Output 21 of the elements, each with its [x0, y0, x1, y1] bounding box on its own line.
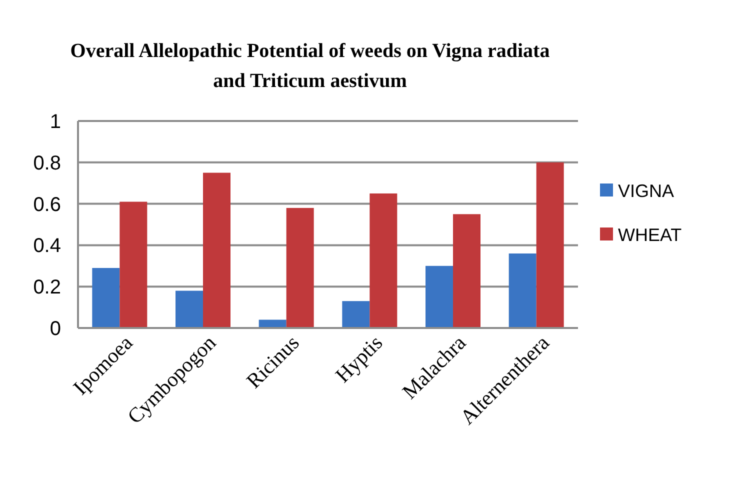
- bar: [258, 320, 286, 328]
- bar: [508, 253, 536, 328]
- y-tick-label: 1: [50, 111, 61, 133]
- legend-label: VIGNA: [618, 180, 674, 201]
- bar: [536, 162, 564, 328]
- bar: [176, 290, 203, 328]
- y-tick-label: 0.2: [33, 276, 61, 299]
- legend-label: WHEAT: [618, 224, 682, 245]
- bar: [370, 193, 398, 328]
- bar: [203, 172, 230, 328]
- chart-title: Overall Allelopathic Potential of weeds on Vigna radiata and Triticum aestivum: [70, 40, 550, 92]
- bar: [120, 202, 148, 328]
- bar: [92, 268, 120, 328]
- bar: [286, 208, 314, 328]
- y-tick-label: 0.6: [33, 194, 61, 216]
- y-tick-label: 0: [50, 318, 61, 340]
- y-tick-label: 0.4: [33, 235, 61, 258]
- bar: [426, 266, 453, 328]
- bar: [453, 214, 480, 328]
- y-tick-label: 0.8: [33, 152, 61, 174]
- bar: [342, 301, 370, 328]
